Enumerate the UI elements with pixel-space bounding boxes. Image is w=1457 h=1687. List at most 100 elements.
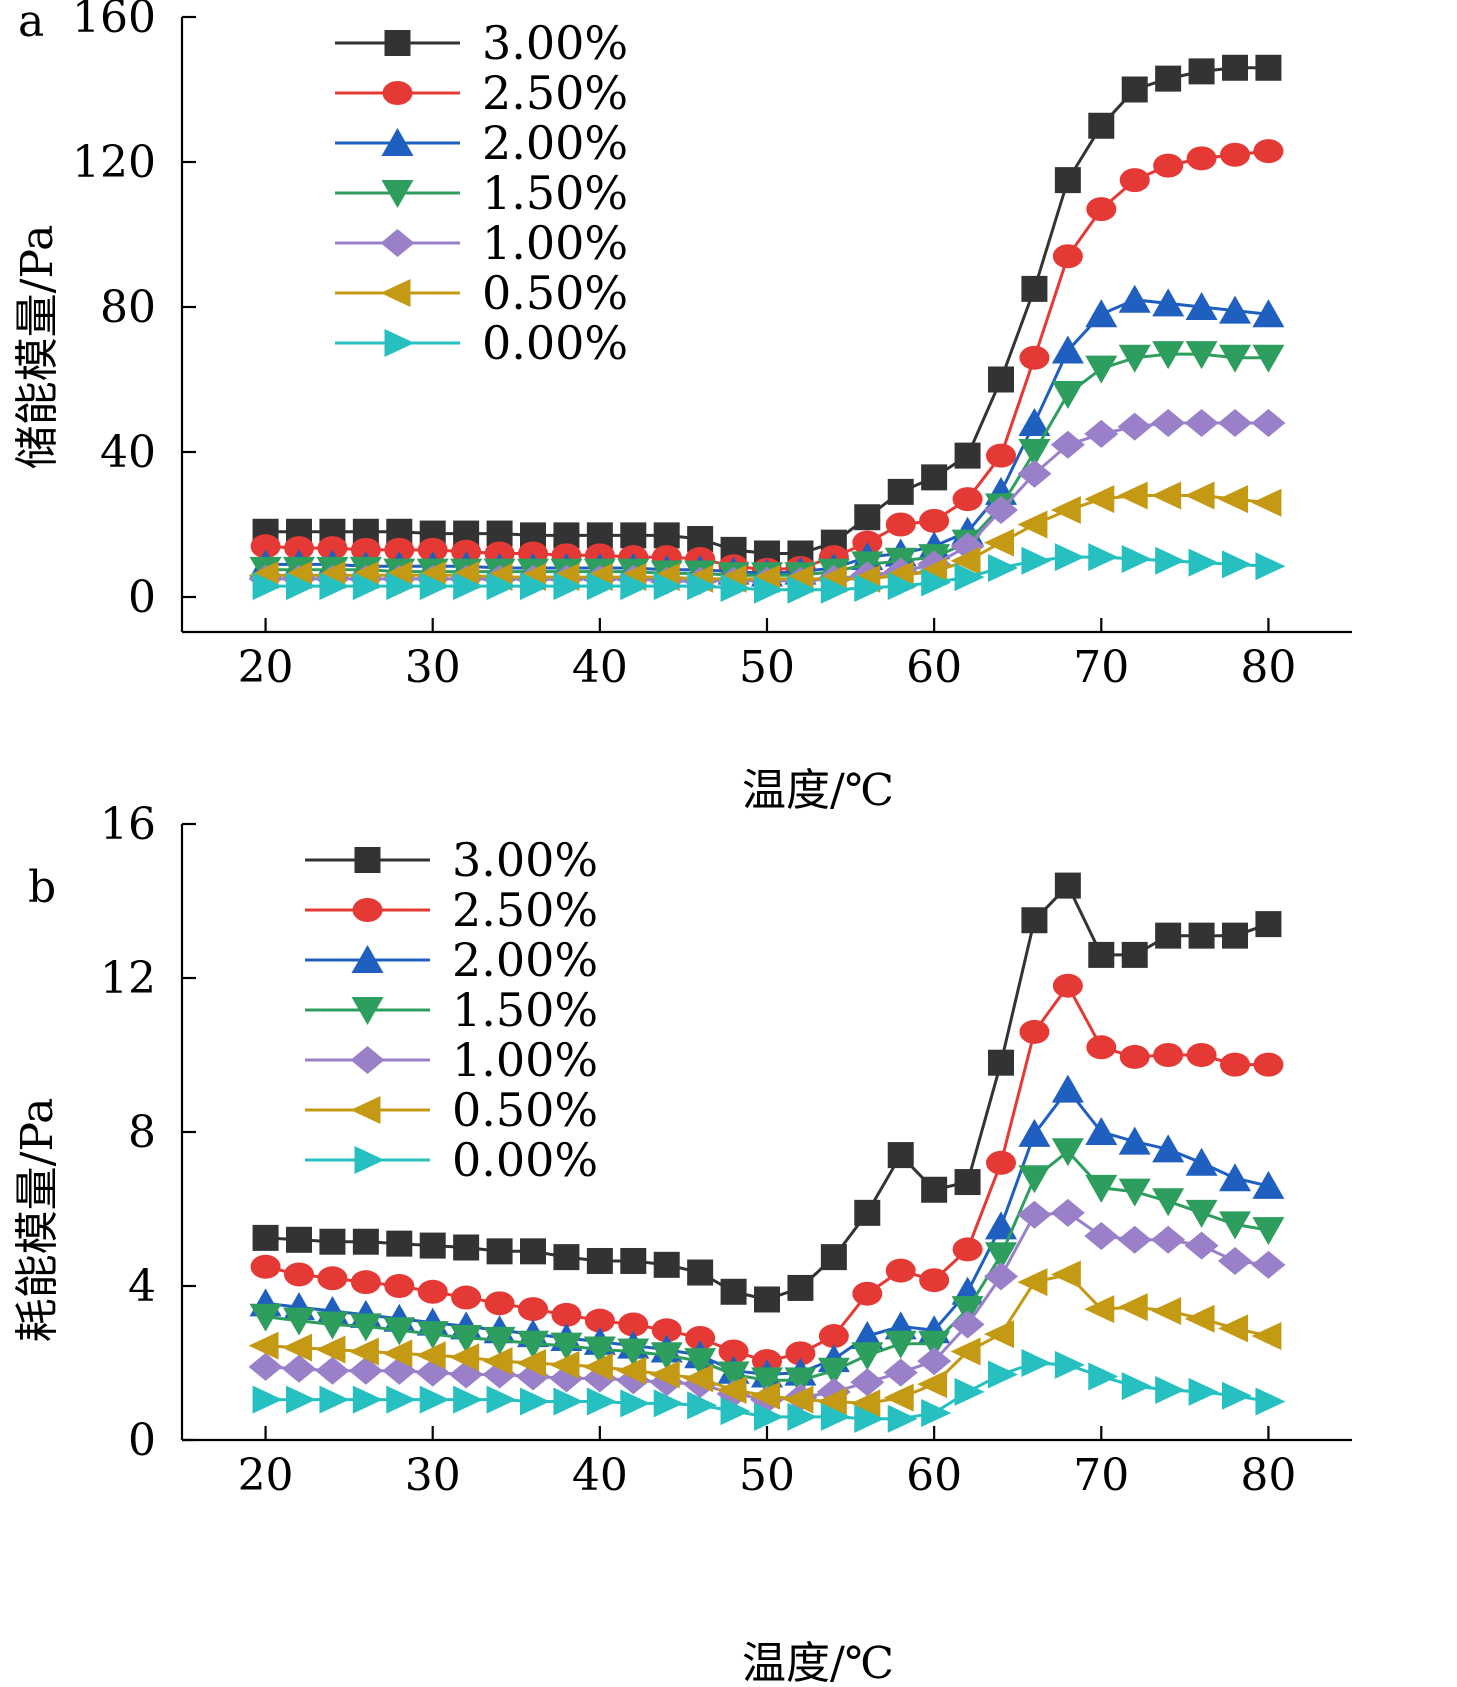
data-point	[850, 1368, 885, 1397]
data-point	[720, 1397, 751, 1426]
y-tick-label: 120	[72, 137, 156, 188]
series-0-50-pct	[248, 1260, 1282, 1418]
data-point	[1118, 284, 1151, 313]
data-point	[653, 522, 680, 549]
data-point	[921, 568, 952, 597]
legend-marker	[350, 1046, 385, 1074]
data-point	[1021, 907, 1048, 934]
data-point	[1188, 548, 1219, 577]
data-point	[951, 1296, 984, 1325]
data-point	[921, 1176, 948, 1203]
data-point	[1050, 1260, 1081, 1289]
data-point	[851, 1321, 884, 1350]
data-point	[1184, 481, 1215, 510]
data-point	[887, 478, 914, 505]
series-group	[248, 872, 1286, 1433]
data-point	[315, 1356, 350, 1385]
data-point	[1188, 922, 1215, 949]
data-point	[919, 1268, 950, 1293]
data-point	[1088, 112, 1115, 139]
data-point	[952, 487, 983, 512]
data-point	[451, 1285, 482, 1310]
legend: 3.00%2.50%2.00%1.50%1.00%0.50%0.00%	[305, 833, 598, 1187]
data-point	[1018, 408, 1051, 436]
legend-label: 2.50%	[452, 883, 598, 937]
data-point	[586, 1247, 613, 1274]
y-tick-label: 0	[128, 1415, 156, 1466]
data-point	[1220, 142, 1250, 167]
data-point	[1051, 381, 1084, 409]
data-point	[249, 1303, 282, 1332]
x-tick-label: 50	[739, 642, 795, 693]
x-tick-label: 70	[1073, 642, 1129, 693]
data-point	[482, 1347, 513, 1376]
data-point	[252, 572, 283, 601]
legend-item-1-00-pct: 1.00%	[335, 216, 628, 270]
data-point	[1085, 299, 1118, 328]
data-point	[1155, 65, 1182, 92]
legend: 3.00%2.50%2.00%1.50%1.00%0.50%0.00%	[335, 16, 628, 370]
x-tick-label: 80	[1240, 642, 1296, 693]
data-point	[988, 366, 1014, 393]
series-0-00-pct	[252, 543, 1286, 604]
data-point	[1119, 1044, 1150, 1069]
data-point	[1054, 543, 1085, 572]
data-point	[1017, 510, 1048, 539]
data-point	[718, 1339, 749, 1364]
data-point	[484, 1291, 515, 1316]
data-point	[818, 1324, 849, 1349]
data-point	[315, 1335, 346, 1364]
data-point	[1118, 1178, 1151, 1207]
series-line	[265, 1149, 1269, 1382]
data-point	[1054, 1350, 1085, 1379]
data-point	[1085, 355, 1118, 384]
data-point	[1151, 409, 1186, 437]
data-point	[787, 1274, 814, 1301]
data-point	[1117, 481, 1148, 510]
data-point	[617, 1338, 650, 1367]
data-point	[852, 1281, 883, 1306]
data-point	[1251, 1322, 1282, 1351]
data-point	[1054, 872, 1081, 899]
data-point	[921, 464, 948, 491]
data-point	[1255, 552, 1286, 581]
data-point	[716, 1375, 747, 1404]
data-point	[687, 1259, 714, 1286]
data-point	[348, 1337, 379, 1366]
data-point	[1021, 275, 1048, 302]
data-point	[419, 572, 450, 601]
legend-item-1-50-pct: 1.50%	[335, 166, 628, 220]
legend-label: 3.00%	[482, 16, 628, 70]
data-point	[1219, 344, 1251, 373]
data-point	[616, 1356, 647, 1385]
data-point	[383, 1317, 416, 1346]
x-tick-label: 40	[572, 1450, 628, 1501]
data-point	[1086, 197, 1117, 222]
series-0-00-pct	[252, 1349, 1286, 1433]
data-point	[620, 572, 651, 601]
x-tick-label: 30	[405, 1450, 461, 1501]
data-point	[1251, 488, 1282, 517]
data-point	[1121, 941, 1148, 968]
data-point	[984, 1262, 1018, 1291]
data-point	[1252, 299, 1285, 328]
data-point	[1218, 409, 1252, 437]
legend-label: 0.50%	[482, 266, 628, 320]
data-point	[1219, 1163, 1251, 1192]
data-point	[684, 1348, 717, 1377]
legend-marker	[382, 81, 413, 105]
legend-label: 0.00%	[452, 1133, 598, 1187]
data-point	[1050, 496, 1081, 524]
data-point	[1255, 1387, 1286, 1416]
data-point	[586, 572, 617, 601]
data-point	[919, 508, 950, 533]
data-point	[1152, 1134, 1185, 1163]
data-point	[1184, 409, 1219, 437]
data-point	[286, 1385, 316, 1414]
data-point	[1084, 1295, 1115, 1324]
data-point	[348, 1356, 383, 1385]
data-point	[386, 572, 417, 601]
data-point	[419, 1385, 450, 1414]
